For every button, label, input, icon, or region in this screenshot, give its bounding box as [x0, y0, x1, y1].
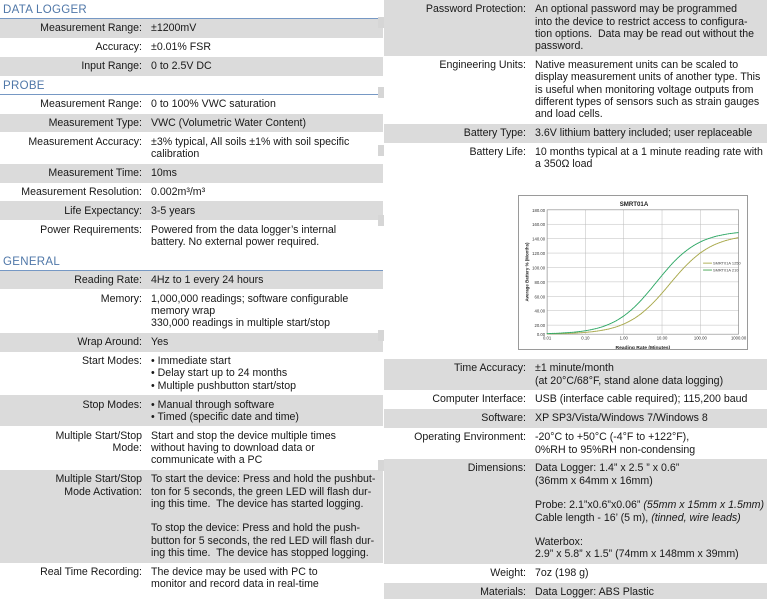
svg-text:180.00: 180.00 [532, 208, 546, 213]
svg-text:Average Battery % (Months): Average Battery % (Months) [524, 242, 529, 302]
svg-text:60.00: 60.00 [535, 294, 546, 299]
svg-text:100.00: 100.00 [532, 265, 546, 270]
svg-text:10.00: 10.00 [657, 336, 668, 341]
svg-text:SMRT01A: SMRT01A [620, 201, 649, 208]
svg-text:140.00: 140.00 [532, 237, 546, 242]
svg-text:120.00: 120.00 [532, 251, 546, 256]
svg-text:160.00: 160.00 [532, 222, 546, 227]
svg-text:100.00: 100.00 [694, 336, 708, 341]
svg-text:SMRT01A 1250: SMRT01A 1250 [713, 260, 742, 265]
svg-text:20.00: 20.00 [535, 323, 546, 328]
svg-text:0.10: 0.10 [581, 336, 590, 341]
svg-text:40.00: 40.00 [535, 309, 546, 314]
svg-text:Reading Rate (Minutes): Reading Rate (Minutes) [616, 345, 671, 350]
svg-text:0.01: 0.01 [543, 336, 552, 341]
svg-text:1.00: 1.00 [620, 336, 629, 341]
svg-text:80.00: 80.00 [535, 280, 546, 285]
svg-text:1000.00: 1000.00 [731, 336, 747, 341]
svg-text:SMRT01A 210: SMRT01A 210 [713, 267, 739, 272]
